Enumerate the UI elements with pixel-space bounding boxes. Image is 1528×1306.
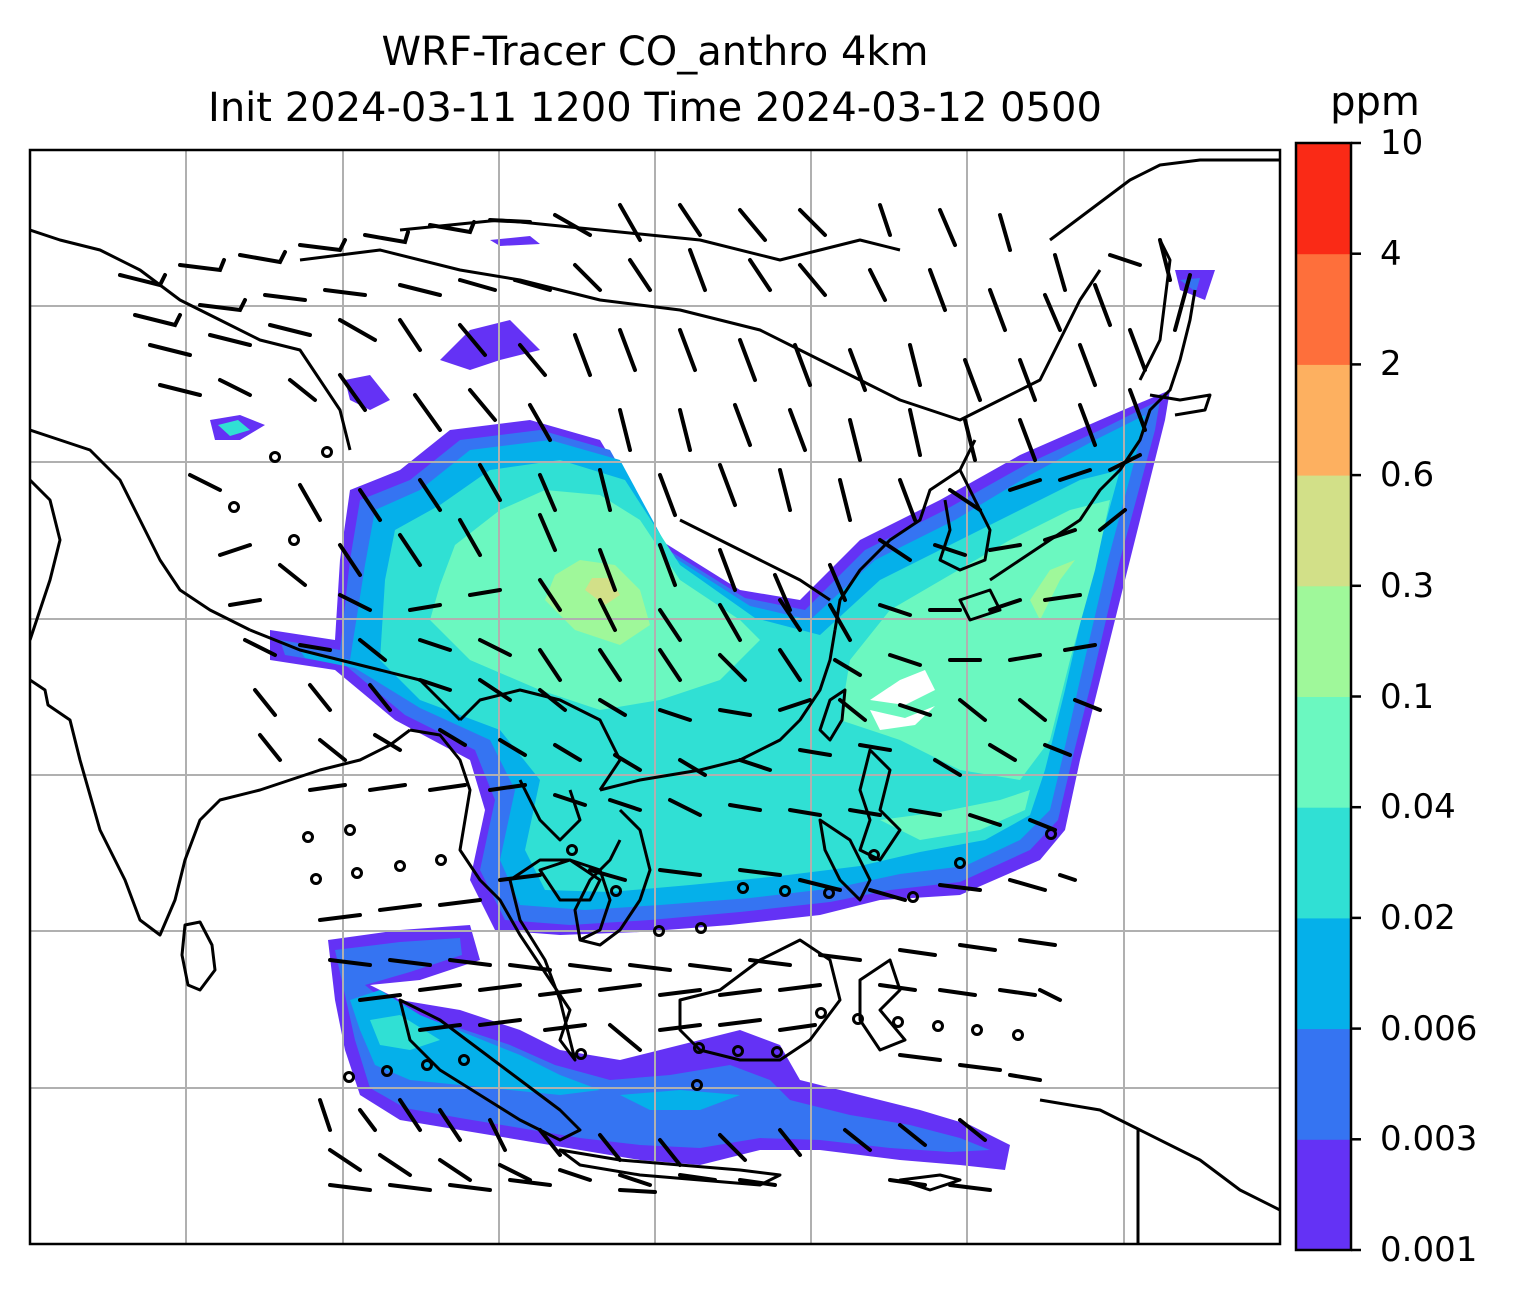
colorbar-tick-label: 0.001 (1380, 1230, 1478, 1270)
colorbar-tick-label: 0.04 (1380, 787, 1456, 828)
coast-sakhalin (1138, 239, 1172, 381)
colorbar-frame (1294, 141, 1353, 1252)
plume-0.04c (880, 790, 1030, 840)
coast-russia-east (1049, 158, 1280, 242)
border-china-inner (679, 518, 831, 602)
coast-borneo (678, 938, 842, 1062)
colorbar-segment (1296, 1028, 1351, 1140)
colorbar-tick-label: 0.6 (1380, 455, 1435, 496)
plume-0.1 (545, 560, 650, 645)
border-cambodia (538, 858, 602, 902)
colorbar-segment (1296, 475, 1351, 587)
coast-india (30, 678, 411, 937)
coast-korea (938, 469, 992, 572)
coast-srilanka (180, 920, 217, 992)
colorbar-segment (1296, 917, 1351, 1030)
colorbar-tick-label: 0.003 (1380, 1119, 1478, 1160)
colorbar-segment (1296, 253, 1351, 365)
colorbar-tick-label: 0.1 (1380, 676, 1435, 717)
colorbar-segment (1296, 364, 1351, 476)
border-tibet (249, 628, 462, 722)
colorbar-segment (1296, 696, 1351, 808)
border-mongolia-russia (399, 218, 901, 262)
colorbar-tick-label: 0.3 (1380, 565, 1435, 606)
coast-newguinea (1039, 1098, 1280, 1212)
coast-sumatra (398, 998, 582, 1142)
gridlines (30, 150, 1280, 1244)
colorbar-tick-label: 2 (1380, 344, 1402, 385)
coast-hokkaido (1149, 393, 1212, 417)
coast-philippines (858, 748, 902, 862)
colorbar-unit: ppm (1330, 79, 1420, 125)
coast-japan (989, 289, 1197, 582)
patch-north-2 (345, 375, 390, 410)
colorbar-segment (1296, 1139, 1351, 1251)
coast-timor (898, 1173, 962, 1192)
map-title-line-2: Init 2024-03-11 1200 Time 2024-03-12 050… (208, 85, 1102, 131)
colorbar-segment (1296, 143, 1351, 255)
border-central-asia (30, 228, 352, 451)
plume-gap (870, 670, 935, 705)
colorbar-segment (1296, 585, 1351, 697)
colorbar-tick-label: 0.006 (1380, 1008, 1478, 1049)
patch-north-1 (440, 320, 540, 370)
border-laos (518, 779, 582, 842)
coast-java (558, 1148, 782, 1187)
coast-philippines-2 (818, 818, 872, 902)
plume-0.04b (840, 500, 1110, 780)
south-0.006 (350, 990, 600, 1095)
wind-barbs (118, 203, 1192, 1194)
calm-markers (228, 446, 1057, 1091)
coast-china-south (599, 629, 837, 792)
colorbar-tick-label: 4 (1380, 233, 1402, 274)
patch-north-4 (490, 236, 540, 246)
coast-burma-thai (409, 728, 612, 1062)
map-frame (28, 148, 1282, 1246)
border-china-mongolia (299, 248, 1102, 422)
plume-0.1b (1030, 560, 1075, 620)
border-west (30, 428, 251, 632)
colorbar (1296, 141, 1361, 1252)
colorbar-segment (1296, 807, 1351, 919)
coast-sulawesi (858, 958, 907, 1052)
colorbar-tick-label: 0.02 (1380, 897, 1456, 938)
coast-japan-south (958, 588, 1002, 622)
tracer-field (210, 236, 1215, 1170)
border-west-2 (30, 478, 62, 641)
map-title-line-1: WRF-Tracer CO_anthro 4km (381, 29, 929, 75)
colorbar-tick-label: 10 (1380, 123, 1424, 163)
